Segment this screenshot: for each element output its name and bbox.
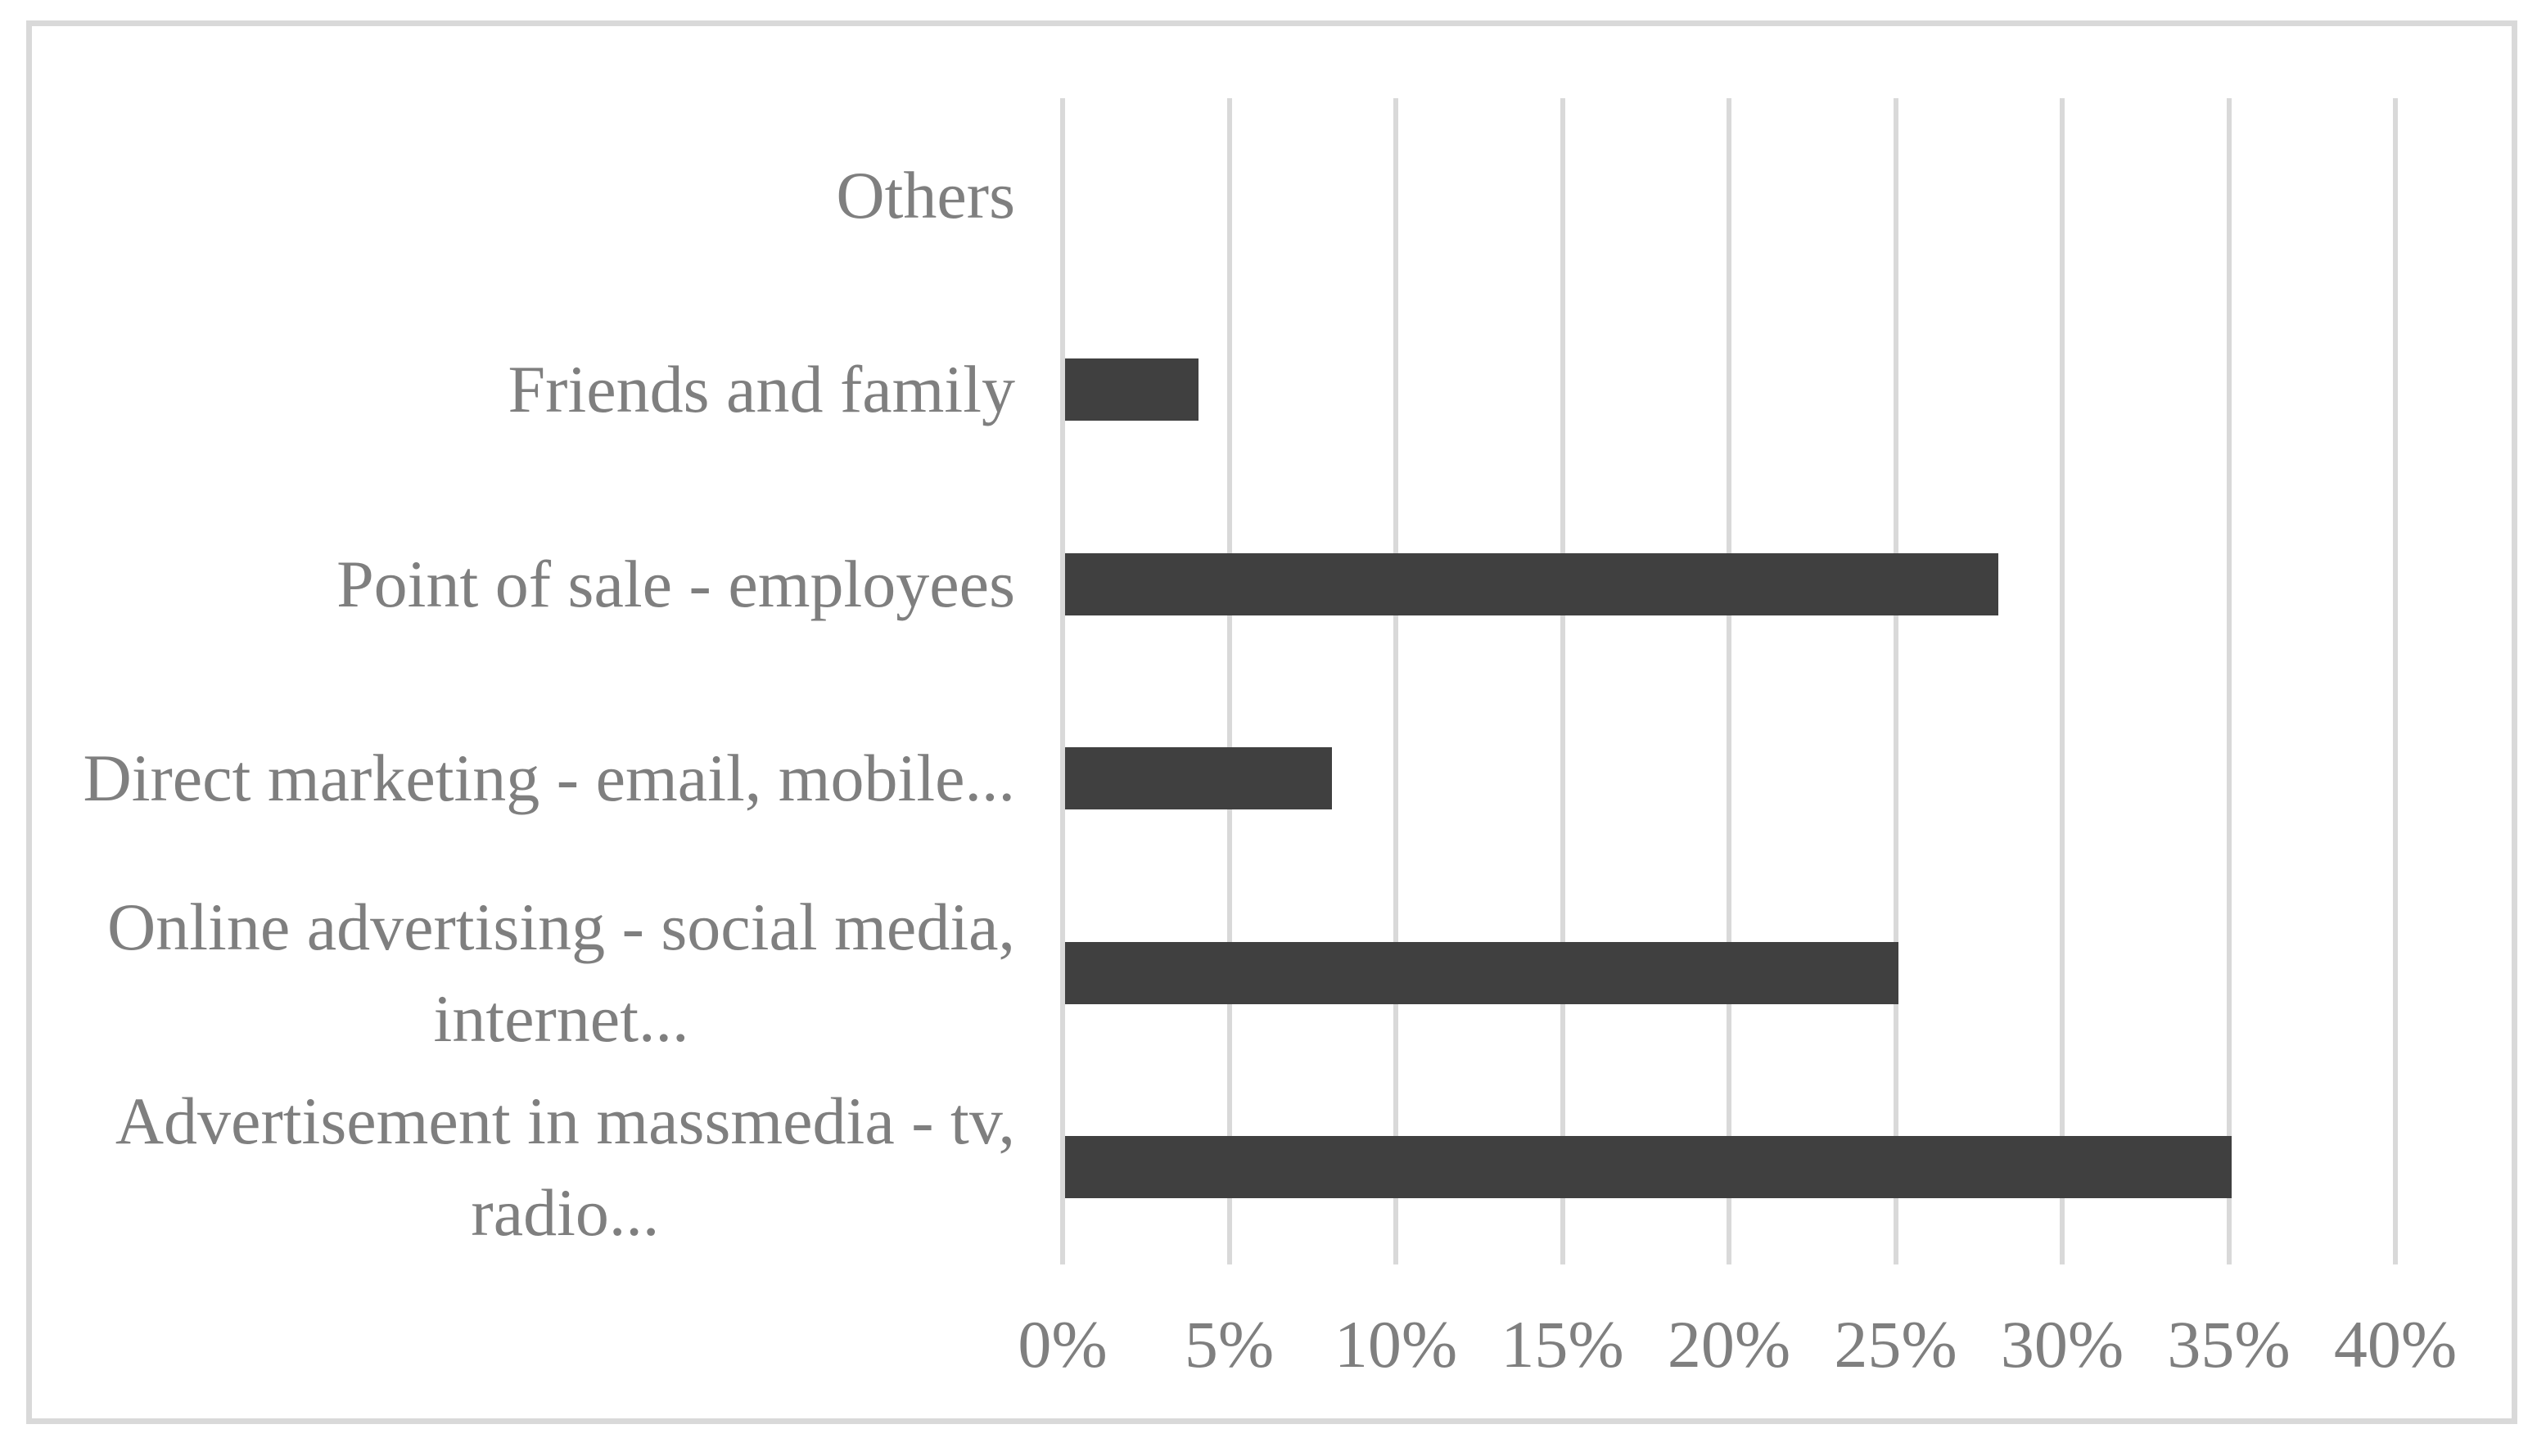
category-label: Online advertising - social media, inter… [107,889,1015,1056]
gridline-40% [2393,98,2398,1264]
category-row: Advertisement in massmedia - tv, radio..… [33,1071,1015,1265]
gridline-30% [2060,98,2065,1264]
x-tick-label-25%: 25% [1834,1307,1957,1382]
category-row: Online advertising - social media, inter… [33,876,1015,1071]
gridline-15% [1560,98,1565,1264]
x-tick-label-0%: 0% [1018,1307,1108,1382]
gridline-20% [1727,98,1731,1264]
x-tick-label-15%: 15% [1501,1307,1624,1382]
x-tick-label-35%: 35% [2167,1307,2291,1382]
category-row: Others [33,98,1015,293]
bar-advertisement-in-massmedia-tv [1065,1136,2232,1199]
gridline-10% [1393,98,1398,1264]
category-label: Direct marketing - email, mobile... [83,741,1015,816]
bar-friends-and-family [1065,358,1199,421]
x-tick-label-10%: 10% [1334,1307,1458,1382]
gridline-0% [1060,98,1065,1264]
category-row: Direct marketing - email, mobile... [33,682,1015,877]
gridline-35% [2226,98,2232,1264]
category-axis-labels: Others Friends and family Point of sale - … [33,98,1015,1264]
figure-border-frame [26,20,2517,1424]
category-label: Point of sale - employees [336,546,1015,621]
bar-online-advertising-social-media [1065,941,1898,1004]
x-tick-label-5%: 5% [1184,1307,1275,1382]
category-label: Others [836,157,1015,232]
gridline-5% [1226,98,1232,1264]
x-tick-label-30%: 30% [2000,1307,2124,1382]
x-tick-label-20%: 20% [1667,1307,1791,1382]
category-row: Point of sale - employees [33,487,1015,682]
category-row: Friends and family [33,293,1015,488]
x-tick-label-40%: 40% [2333,1307,2458,1382]
plot-area [1060,98,2398,1264]
category-label: Friends and family [508,352,1015,427]
gridline-25% [1893,98,1898,1264]
bar-direct-marketing-email-mobile [1065,747,1332,810]
bar-point-of-sale-employees [1065,552,1998,615]
category-label: Advertisement in massmedia - tv, radio..… [115,1084,1015,1251]
